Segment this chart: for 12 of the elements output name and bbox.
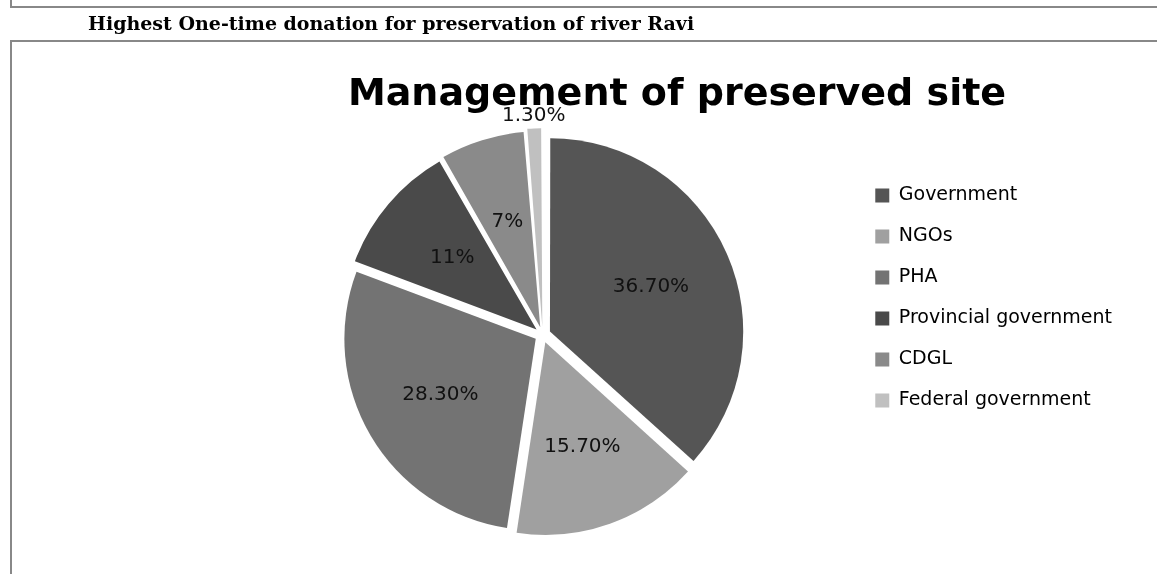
legend-label: Provincial government — [898, 305, 1113, 328]
legend-label: Federal government — [898, 387, 1091, 410]
legend-label: NGOs — [898, 223, 953, 246]
legend-label: CDGL — [898, 346, 953, 369]
legend-label: PHA — [898, 264, 938, 287]
data-label: 11% — [430, 244, 475, 269]
data-label: 36.70% — [612, 272, 690, 297]
data-label: 15.70% — [544, 432, 621, 457]
data-label: 28.30% — [402, 381, 479, 406]
legend-label: Government — [898, 182, 1018, 205]
data-label: 7% — [491, 207, 524, 232]
chart-subtitle: Highest One-time donation for preservation of river Ravi — [88, 12, 695, 34]
